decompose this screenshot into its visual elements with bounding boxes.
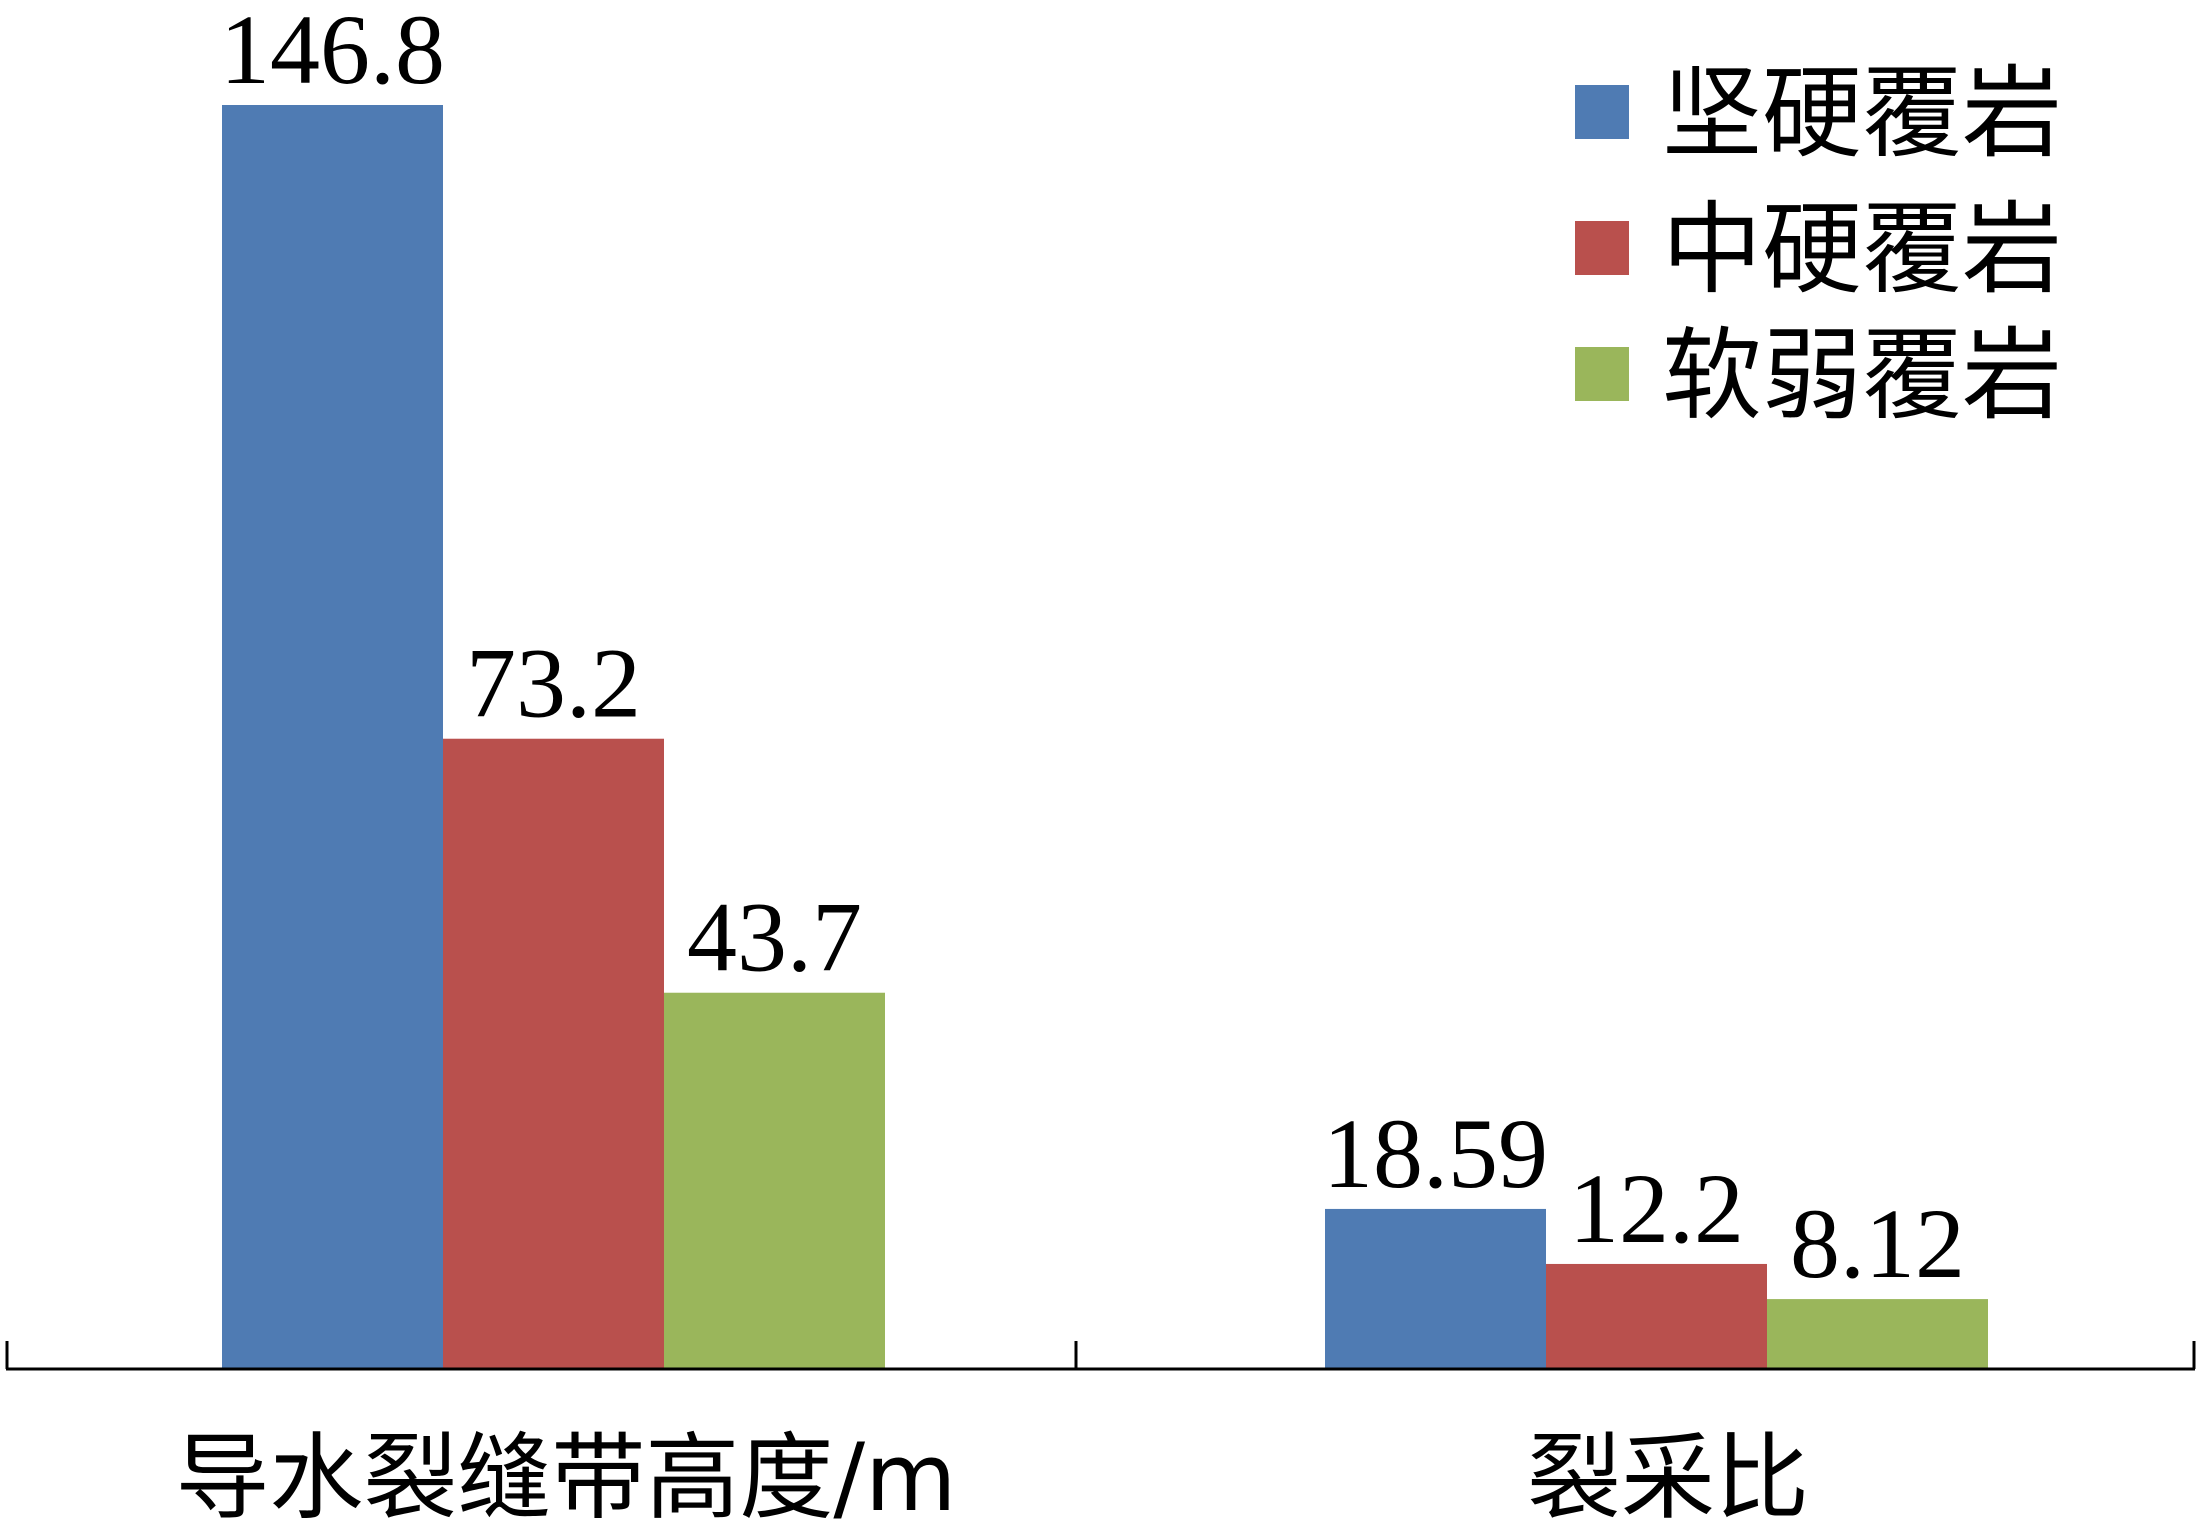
- category-label-0: 导水裂缝带高度/m: [175, 1424, 956, 1532]
- bar-s2-c0: [664, 992, 885, 1369]
- legend-swatch-2: [1575, 347, 1629, 401]
- bar-s0-c0: [222, 105, 443, 1369]
- bar-s1-c1: [1546, 1263, 1767, 1369]
- legend-label-1: 中硬覆岩: [1662, 191, 2062, 308]
- value-label-s2-c1: 8.12: [1790, 1188, 1965, 1299]
- category-labels-layer: 导水裂缝带高度/m 裂采比: [175, 1424, 1809, 1532]
- value-label-s0-c1: 18.59: [1323, 1098, 1548, 1209]
- category-label-1: 裂采比: [1527, 1424, 1809, 1532]
- value-label-s2-c0: 43.7: [687, 882, 862, 993]
- bar-s2-c1: [1767, 1299, 1988, 1369]
- bars-layer: [222, 105, 1988, 1369]
- bar-s1-c0: [443, 738, 664, 1369]
- value-label-s0-c0: 146.8: [220, 0, 445, 105]
- value-label-s1-c0: 73.2: [466, 628, 641, 739]
- legend-label-0: 坚硬覆岩: [1662, 55, 2062, 172]
- value-label-s1-c1: 12.2: [1569, 1153, 1744, 1264]
- legend-swatch-0: [1575, 85, 1629, 139]
- x-axis: [5, 1341, 2196, 1371]
- value-labels-layer: 146.8 18.59 73.2 12.2 43.7 8.12: [220, 0, 1965, 1299]
- bar-s0-c1: [1325, 1208, 1546, 1369]
- legend-label-2: 软弱覆岩: [1662, 317, 2062, 434]
- legend-swatch-1: [1575, 221, 1629, 275]
